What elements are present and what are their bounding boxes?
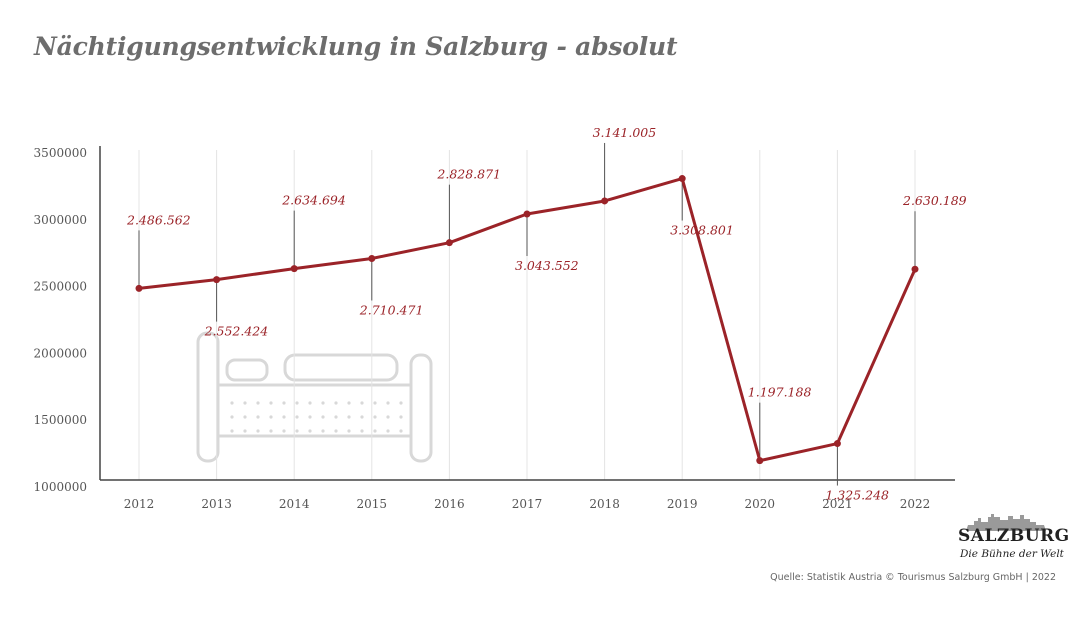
bed-dot xyxy=(347,429,351,433)
bed-dot xyxy=(269,429,273,433)
bed-dot xyxy=(347,401,351,405)
y-tick-label: 2500000 xyxy=(34,280,87,294)
bed-dot xyxy=(243,415,247,419)
data-label: 2.710.471 xyxy=(359,302,424,317)
bed-dot xyxy=(373,415,377,419)
data-label: 1.197.188 xyxy=(748,385,812,400)
bed-dot xyxy=(399,429,403,433)
data-label: 2.486.562 xyxy=(126,212,191,227)
bed-dot xyxy=(256,415,260,419)
y-tick-label: 1000000 xyxy=(34,480,87,494)
bed-dot xyxy=(269,415,273,419)
bed-illustration xyxy=(196,331,433,463)
data-point xyxy=(290,265,298,273)
bed-dot xyxy=(230,415,234,419)
y-tick-label: 3000000 xyxy=(34,213,87,227)
logo-tagline: Die Bühne der Welt xyxy=(960,548,1064,560)
data-label: 3.141.005 xyxy=(593,125,657,140)
data-labels: 2.486.562 2.552.424 2.634.694 2.710.471 2.82… xyxy=(126,125,967,503)
data-point xyxy=(135,284,143,292)
bed-dot xyxy=(334,401,338,405)
data-point xyxy=(213,276,221,284)
bed-dot xyxy=(269,401,273,405)
data-point xyxy=(678,175,686,183)
bed-dot xyxy=(230,429,234,433)
x-tick-label: 2018 xyxy=(589,497,620,511)
logo-wordmark: SALZBURG xyxy=(958,526,1070,546)
data-label: 2.634.694 xyxy=(281,193,346,208)
bed-dot xyxy=(360,429,364,433)
x-tick-label: 2012 xyxy=(124,497,155,511)
bed-dot xyxy=(373,401,377,405)
bed-dot xyxy=(386,415,390,419)
x-tick-label: 2015 xyxy=(357,497,388,511)
source-note: Quelle: Statistik Austria © Tourismus Sa… xyxy=(770,572,1056,583)
bed-dot xyxy=(347,415,351,419)
x-tick-label: 2017 xyxy=(512,497,543,511)
bed-dot xyxy=(243,401,247,405)
x-tick-label: 2020 xyxy=(745,497,776,511)
bed-dot xyxy=(334,429,338,433)
bed-dot xyxy=(360,401,364,405)
data-label: 2.828.871 xyxy=(436,167,501,182)
data-point xyxy=(523,210,531,218)
data-point xyxy=(833,440,841,448)
gridlines xyxy=(138,150,916,480)
bed-dot xyxy=(295,401,299,405)
bed-dot xyxy=(321,401,325,405)
bed-dot xyxy=(386,429,390,433)
bed-dot xyxy=(230,401,234,405)
data-point xyxy=(445,239,453,247)
y-axis-ticks: 1000000 1500000 2000000 2500000 3000000 35000… xyxy=(34,146,87,494)
y-tick-label: 1500000 xyxy=(34,413,87,427)
data-point xyxy=(601,197,609,205)
bed-dot xyxy=(256,401,260,405)
data-label: 1.325.248 xyxy=(825,488,889,503)
x-tick-label: 2022 xyxy=(900,497,931,511)
bed-dot xyxy=(282,415,286,419)
data-points xyxy=(135,175,919,465)
data-label: 3.043.552 xyxy=(515,258,579,273)
bed-dot xyxy=(308,415,312,419)
data-point xyxy=(368,254,376,262)
x-tick-label: 2013 xyxy=(201,497,232,511)
axes xyxy=(99,146,955,481)
bed-dot xyxy=(321,429,325,433)
bed-dot xyxy=(308,401,312,405)
bed-dot xyxy=(334,415,338,419)
bed-dot xyxy=(256,429,260,433)
chart-title: Nächtigungsentwicklung in Salzburg - abs… xyxy=(34,32,678,61)
bed-dot xyxy=(282,401,286,405)
x-tick-label: 2016 xyxy=(434,497,465,511)
bed-dot xyxy=(360,415,364,419)
bed-dot xyxy=(295,415,299,419)
bed-dot xyxy=(282,429,286,433)
bed-dot xyxy=(321,415,325,419)
y-tick-label: 3500000 xyxy=(34,146,87,160)
x-tick-label: 2014 xyxy=(279,497,310,511)
x-axis-ticks: 2012 2013 2014 2015 2016 2017 2018 2019 2020 2021… xyxy=(124,497,931,511)
label-leaders xyxy=(138,142,916,486)
data-label: 2.552.424 xyxy=(204,324,269,339)
x-tick-label: 2021 xyxy=(822,497,853,511)
data-point xyxy=(911,265,919,273)
bed-dot xyxy=(308,429,312,433)
bed-dot xyxy=(386,401,390,405)
data-label: 2.630.189 xyxy=(902,193,967,208)
bed-dot xyxy=(243,429,247,433)
x-tick-label: 2019 xyxy=(667,497,698,511)
data-label: 3.308.801 xyxy=(670,223,734,238)
bed-dot xyxy=(295,429,299,433)
bed-dot xyxy=(399,415,403,419)
y-tick-label: 2000000 xyxy=(34,346,87,360)
data-point xyxy=(756,457,764,465)
castle-silhouette-icon xyxy=(966,514,1046,531)
bed-dot xyxy=(399,401,403,405)
bed-dot xyxy=(373,429,377,433)
